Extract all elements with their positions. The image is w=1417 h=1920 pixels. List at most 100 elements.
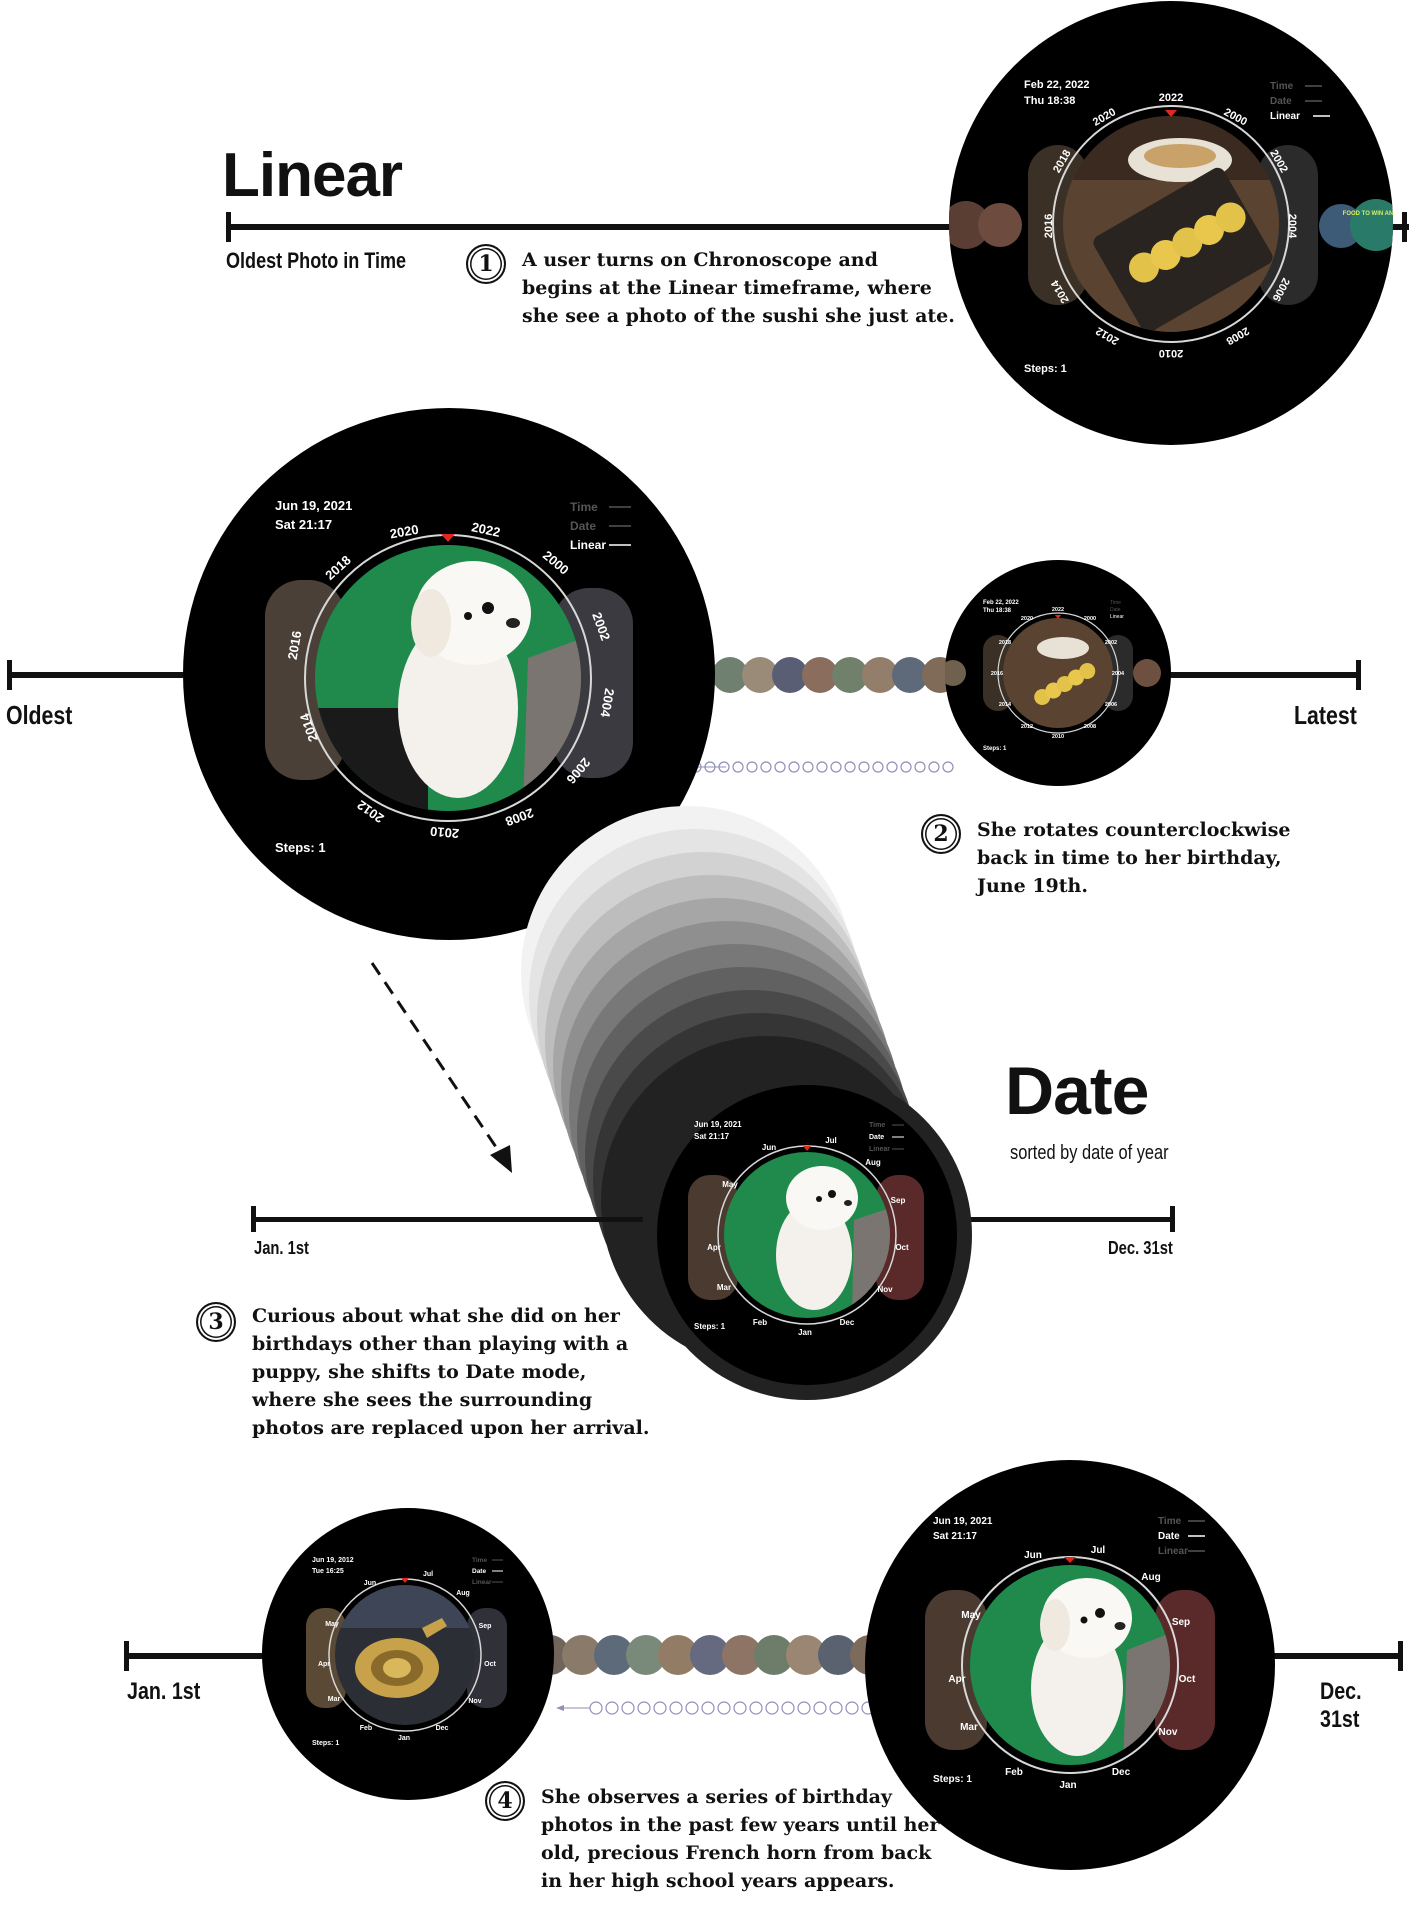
dial-label: Jul [1091, 1545, 1106, 1556]
dial-label: Nov [1159, 1727, 1178, 1738]
watch-time: Thu 18:38 [1024, 95, 1075, 107]
watch-time: Thu 18:38 [983, 608, 1012, 614]
linear-timeline [229, 224, 1409, 230]
watch-time: Sat 21:17 [933, 1531, 977, 1542]
dial-label: 2002 [1105, 640, 1117, 646]
final-timeline-start-tick [124, 1641, 129, 1671]
step-2-badge: 2 [921, 814, 961, 854]
photo-thumbnail [306, 1608, 346, 1708]
dial-label: 2010 [1052, 734, 1064, 740]
steps-counter: Steps: 1 [275, 840, 326, 855]
mode-linear: Linear [1270, 111, 1300, 122]
step-4-line: in her high school years appears. [541, 1870, 895, 1892]
dial-label: Sep [891, 1196, 906, 1205]
photo-thumbnail [876, 1175, 924, 1300]
step-2-line: June 19th. [977, 875, 1088, 897]
watch-small-french-horn: Jul Aug Sep Oct Nov Dec Jan Feb Mar Apr … [262, 1508, 554, 1800]
step-1-badge: 1 [466, 244, 506, 284]
mode-time: Time [570, 500, 598, 514]
step-4-line: old, precious French horn from back [541, 1842, 932, 1864]
dial-label: Jan [1059, 1780, 1076, 1791]
current-position-marker [1165, 110, 1177, 117]
photo-thumbnail [688, 1175, 738, 1300]
dial-label: 2018 [999, 640, 1011, 646]
date-title: Date [1005, 1053, 1149, 1129]
mode-linear: Linear [869, 1146, 890, 1153]
dial-label: Mar [960, 1722, 978, 1733]
watch-linear-sushi: FOOD TO WIN AN OMG 2022 2000 2002 2004 2… [948, 0, 1394, 446]
step-2-line: She rotates counterclockwise [977, 819, 1291, 841]
date-jan-label: Jan. 1st [254, 1238, 309, 1258]
dial-label: Sep [1172, 1617, 1190, 1628]
dial-label: Jul [423, 1571, 433, 1578]
step-4-line: photos in the past few years until her [541, 1814, 940, 1836]
dial-label: 2004 [1112, 671, 1125, 677]
steps-counter: Steps: 1 [694, 1322, 726, 1331]
latest-label: Latest [1294, 700, 1357, 730]
final-dec-label: Dec. 31st [1320, 1678, 1362, 1733]
watch-date: Jun 19, 2021 [933, 1516, 993, 1527]
watch-time: Sat 21:17 [694, 1132, 730, 1141]
step-3-line: photos are replaced upon her arrival. [252, 1417, 650, 1439]
watch-date: Jun 19, 2021 [275, 498, 352, 513]
mode-time: Time [869, 1122, 885, 1129]
dial-label: 2016 [285, 630, 305, 661]
dial-label: Oct [484, 1661, 496, 1668]
current-position-marker [441, 534, 455, 542]
date-subtitle: sorted by date of year [1010, 1142, 1169, 1164]
steps-counter: Steps: 1 [1024, 363, 1067, 375]
dial-label: Apr [948, 1674, 965, 1685]
dial-label: 2012 [1021, 724, 1033, 730]
dial-label: Feb [1005, 1767, 1023, 1778]
mode-date: Date [1270, 96, 1292, 107]
linear-subtitle: Oldest Photo in Time [226, 248, 407, 273]
mode-date: Date [1158, 1531, 1180, 1542]
step-3-text: Curious about what she did on her birthd… [252, 1302, 672, 1442]
watch-big-puppy-date: Jul Aug Sep Oct Nov Dec Jan Feb Mar Apr … [865, 1460, 1275, 1870]
dial-label: Aug [865, 1158, 881, 1167]
birthday-photo-trail [530, 1635, 891, 1715]
oldest-label: Oldest [6, 700, 73, 730]
dial-label: May [722, 1180, 738, 1189]
watch-date: Feb 22, 2022 [983, 600, 1019, 606]
photo-thumbnail [1350, 199, 1393, 251]
photo-thumbnail [940, 660, 966, 686]
dial-label: 2000 [1084, 616, 1096, 622]
dial-ring [997, 612, 1119, 734]
step-2-line: back in time to her birthday, [977, 847, 1282, 869]
dial-ring [1052, 105, 1290, 343]
puppy-photo [724, 1152, 890, 1318]
dial-label: Dec [840, 1318, 855, 1327]
dial-label: 2016 [1043, 214, 1055, 238]
linear-timeline-end-tick [1402, 212, 1407, 242]
dial-label: Jun [762, 1143, 776, 1152]
dial-label: 2020 [1021, 616, 1033, 622]
mode-linear: Linear [472, 1579, 492, 1586]
steps-counter: Steps: 1 [983, 746, 1007, 752]
dial-label: Nov [468, 1698, 481, 1705]
dial-label: Feb [753, 1318, 767, 1327]
thumbnail-caption: FOOD TO WIN AN OMG [1343, 211, 1394, 217]
date-dec-label: Dec. 31st [1108, 1238, 1173, 1258]
linear-title: Linear [222, 141, 403, 210]
final-jan-label: Jan. 1st [127, 1678, 201, 1705]
dial-label: 2022 [470, 519, 501, 540]
date-timeline-start-tick [251, 1206, 256, 1232]
step-2-text: She rotates counterclockwise back in tim… [977, 816, 1337, 900]
timeline-start-tick [7, 660, 12, 690]
step-3-line: puppy, she shifts to Date mode, [252, 1361, 587, 1383]
photo-thumbnail [949, 201, 990, 249]
step-1-line: begins at the Linear timeframe, where [522, 277, 932, 299]
photo-trail-thumbnails [530, 1635, 890, 1675]
dial-label: Oct [1179, 1674, 1196, 1685]
linear-timeline-start-tick [226, 212, 231, 242]
dial-label: 2010 [430, 824, 460, 841]
step-1-line: A user turns on Chronoscope and [522, 249, 878, 271]
step-3-badge: 3 [196, 1302, 236, 1342]
current-position-marker [803, 1146, 811, 1151]
puppy-photo [315, 545, 581, 811]
rotation-trail-dots [589, 1701, 891, 1715]
dial-label: 2022 [1052, 607, 1064, 613]
dial-label: Dec [1112, 1767, 1131, 1778]
dial-label: Jan [798, 1328, 812, 1337]
